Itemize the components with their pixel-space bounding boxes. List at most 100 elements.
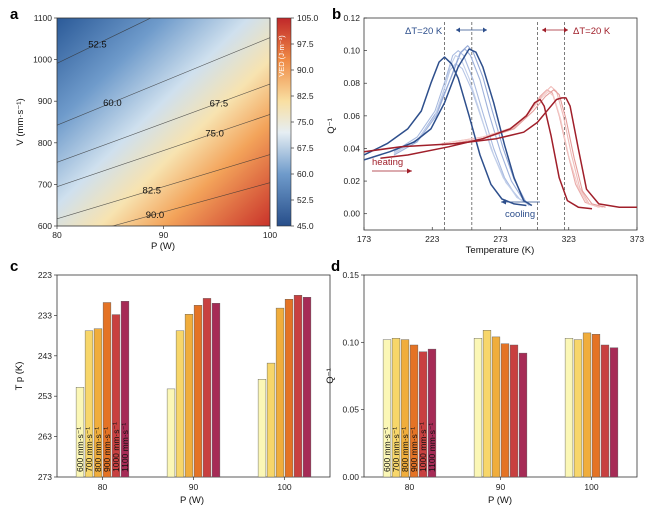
y-tick-label: 0.05 — [342, 405, 359, 415]
bar — [609, 347, 619, 478]
bar — [75, 387, 85, 478]
contour-label: 82.5 — [143, 186, 162, 197]
y-tick-label: 0.00 — [342, 472, 359, 482]
annotation-heating-delta: ΔT=20 K — [573, 26, 611, 37]
y-tick-label: 0.04 — [343, 143, 360, 153]
x-tick-label: 273 — [493, 234, 507, 244]
y-tick-label: 0.06 — [343, 111, 360, 121]
series-label: 1100 mm·s⁻¹ — [120, 423, 130, 472]
colorbar-tick-label: 75.0 — [297, 117, 314, 127]
bar — [600, 344, 610, 478]
contour-labels: 52.5 60.0 67.5 75.0 82.5 90.0 — [88, 39, 228, 221]
x-tick-label: 100 — [277, 482, 291, 492]
colorbar-ticks: 45.0 52.5 60.0 67.5 75.0 82.5 90.0 97.5 105.0 — [291, 13, 319, 231]
bar — [409, 344, 419, 478]
series-line-heating — [441, 89, 606, 208]
y-tick-label: 263 — [38, 432, 52, 442]
bar — [302, 297, 312, 478]
y-tick-label: 0.02 — [343, 176, 360, 186]
x-axis-ticks: 80 90 100 — [98, 477, 292, 492]
y-tick-label: 233 — [38, 310, 52, 320]
x-axis-label: Temperature (K) — [466, 245, 535, 256]
colorbar-tick-label: 67.5 — [297, 143, 314, 153]
plot-frame — [363, 274, 638, 478]
panel-a-heatmap: 52.5 60.0 67.5 75.0 82.5 90.0 80 90 100 600 700 8… — [15, 13, 319, 252]
x-tick-label: 90 — [159, 230, 169, 240]
colorbar-tick-label: 90.0 — [297, 65, 314, 75]
panel-c-bar-chart: 600 mm·s⁻¹ 700 mm·s⁻¹ 800 mm·s⁻¹ 900 mm·s⁻¹… — [14, 270, 331, 506]
contour-line — [57, 114, 270, 187]
bars — [75, 295, 312, 478]
bar — [418, 351, 428, 478]
bar — [591, 334, 601, 478]
bars — [382, 330, 619, 478]
bar — [211, 303, 221, 478]
series-line-cooling — [393, 50, 529, 205]
heating-arrowhead — [407, 168, 412, 174]
bar — [202, 298, 212, 478]
contour-label: 60.0 — [103, 98, 122, 109]
bar — [275, 307, 285, 478]
y-tick-label: 900 — [38, 96, 52, 106]
bar — [193, 305, 203, 478]
y-tick-label: 253 — [38, 391, 52, 401]
bar — [120, 301, 130, 478]
panel-b-line-chart: 173 223 273 323 373 0.00 0.02 0.04 0.06 0.08 0.10… — [326, 13, 644, 256]
series-label: 600 mm·s⁻¹ — [75, 427, 85, 472]
series-label: 1000 mm·s⁻¹ — [111, 422, 121, 472]
y-tick-label: 1000 — [33, 55, 52, 65]
panel-d-bar-chart: 600 mm·s⁻¹ 700 mm·s⁻¹ 800 mm·s⁻¹ 900 mm·s⁻¹… — [325, 270, 638, 506]
bar — [391, 338, 401, 478]
y-tick-label: 800 — [38, 138, 52, 148]
y-axis-ticks: 223 233 243 253 263 273 — [38, 270, 57, 482]
cooling-arrowhead — [501, 199, 506, 205]
series-line-heating — [441, 90, 601, 208]
x-axis-ticks: 173 223 273 323 373 — [357, 227, 644, 244]
x-tick-label: 80 — [52, 230, 62, 240]
bar — [573, 339, 583, 478]
series-label: 800 mm·s⁻¹ — [400, 427, 410, 472]
series-label: 900 mm·s⁻¹ — [102, 427, 112, 472]
bar — [102, 302, 112, 478]
contour-label: 90.0 — [146, 210, 165, 221]
bar — [111, 314, 121, 478]
y-axis-ticks: 600 700 800 900 1000 1100 — [33, 13, 57, 231]
contour-line — [57, 18, 152, 64]
colorbar-tick-label: 60.0 — [297, 169, 314, 179]
bar — [166, 388, 176, 478]
bar — [518, 352, 528, 478]
y-axis-ticks: 0.00 0.02 0.04 0.06 0.08 0.10 0.12 — [343, 13, 367, 219]
x-axis-label: P (W) — [151, 241, 175, 252]
x-tick-label: 173 — [357, 234, 371, 244]
contour-label: 52.5 — [88, 39, 107, 50]
bar — [491, 336, 501, 478]
x-axis-ticks: 80 90 100 — [405, 477, 599, 492]
series-line-cooling — [393, 48, 530, 206]
series-label: 1100 mm·s⁻¹ — [427, 423, 437, 472]
bar — [564, 338, 574, 478]
contour-label: 67.5 — [210, 98, 229, 109]
bar — [184, 314, 194, 478]
series-label: 800 mm·s⁻¹ — [93, 427, 103, 472]
y-tick-label: 243 — [38, 351, 52, 361]
y-tick-label: 700 — [38, 179, 52, 189]
x-tick-label: 90 — [496, 482, 506, 492]
x-axis-label: P (W) — [180, 495, 204, 506]
plot-frame — [56, 274, 331, 478]
contour-line — [57, 37, 270, 126]
colorbar-tick-label: 82.5 — [297, 91, 314, 101]
colorbar-tick-label: 52.5 — [297, 195, 314, 205]
colorbar-tick-label: 105.0 — [297, 13, 319, 23]
x-tick-label: 373 — [630, 234, 644, 244]
x-tick-label: 90 — [189, 482, 199, 492]
y-axis-label: V (mm·s⁻¹) — [15, 98, 26, 145]
bar — [400, 339, 410, 478]
bar — [84, 330, 94, 478]
x-tick-label: 223 — [425, 234, 439, 244]
contour-line — [57, 154, 270, 220]
contour-lines — [57, 18, 270, 226]
bar — [427, 348, 437, 478]
y-tick-label: 1100 — [34, 13, 53, 23]
y-tick-label: 273 — [38, 472, 52, 482]
